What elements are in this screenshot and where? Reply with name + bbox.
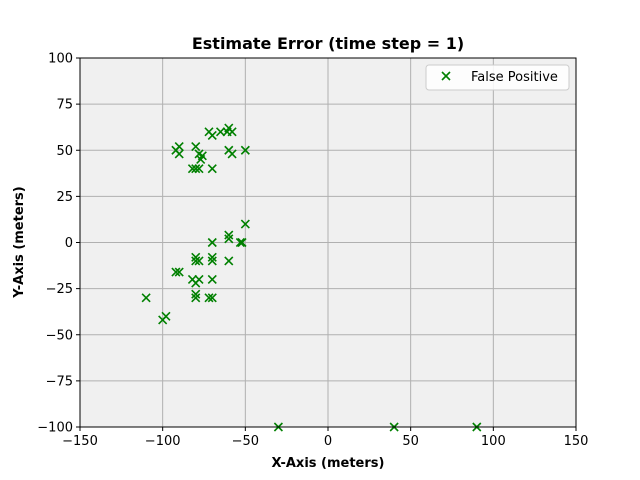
data-point-x-marker: [171, 267, 181, 277]
data-point-x-marker: [194, 256, 204, 266]
data-point-x-marker: [224, 256, 234, 266]
data-point-x-marker: [191, 141, 201, 152]
data-point-x-marker: [191, 293, 201, 303]
y-axis-label: Y-Axis (meters): [12, 186, 27, 299]
y-tick-label: −25: [46, 282, 73, 297]
y-tick-label: −100: [37, 421, 73, 436]
data-point-x-marker: [222, 127, 232, 137]
data-point-x-marker: [207, 237, 217, 248]
data-point-x-marker: [227, 149, 237, 159]
chart-title: Estimate Error (time step = 1): [192, 34, 464, 53]
y-tick-label: 0: [65, 236, 73, 251]
data-point-x-marker: [207, 252, 217, 262]
data-point-x-marker: [207, 164, 217, 174]
legend-label-false-positive: False Positive: [471, 70, 558, 85]
data-point-x-marker: [194, 164, 204, 174]
x-tick-label: −100: [145, 434, 181, 449]
legend-marker-x-icon: [441, 71, 451, 81]
legend-box: [425, 64, 570, 91]
x-axis-label: X-Axis (meters): [272, 456, 385, 471]
x-tick-label: −50: [232, 434, 259, 449]
data-point-x-marker: [191, 256, 201, 266]
x-axis-ticks: −150 −100 −50 0 50 100 150: [62, 427, 588, 449]
data-point-x-marker: [207, 274, 217, 284]
data-point-x-marker: [207, 130, 217, 141]
data-points: [141, 123, 482, 432]
data-point-x-marker: [215, 127, 226, 137]
data-point-x-marker: [194, 274, 204, 284]
y-tick-label: 100: [48, 52, 73, 67]
x-tick-label: 150: [564, 434, 589, 449]
data-point-x-marker: [191, 164, 201, 174]
data-point-x-marker: [196, 154, 206, 165]
x-tick-label: 100: [481, 434, 506, 449]
data-point-x-marker: [174, 149, 184, 159]
data-point-x-marker: [224, 230, 234, 240]
data-point-x-marker: [191, 289, 201, 299]
data-point-x-marker: [235, 237, 245, 248]
data-point-x-marker: [240, 219, 250, 229]
data-point-x-marker: [187, 164, 197, 174]
x-tick-label: 50: [402, 434, 419, 449]
data-point-x-marker: [174, 267, 184, 277]
data-point-x-marker: [224, 234, 234, 244]
legend: False Positive: [425, 64, 570, 91]
y-tick-label: −50: [46, 328, 73, 343]
y-axis-ticks: −100 −75 −50 −25 0 25 50 75 100: [37, 52, 80, 436]
data-point-x-marker: [207, 293, 217, 303]
data-point-x-marker: [207, 256, 217, 266]
y-tick-label: −75: [46, 374, 73, 389]
data-point-x-marker: [174, 141, 184, 152]
data-point-x-marker: [240, 145, 250, 155]
x-tick-label: −150: [62, 434, 98, 449]
y-tick-label: 75: [56, 98, 73, 113]
data-point-x-marker: [204, 293, 214, 303]
x-tick-label: 0: [324, 434, 332, 449]
y-tick-label: 50: [56, 144, 73, 159]
data-point-x-marker: [237, 237, 247, 248]
y-tick-label: 25: [56, 190, 73, 205]
data-point-x-marker: [141, 293, 151, 303]
data-point-x-marker: [158, 315, 168, 325]
